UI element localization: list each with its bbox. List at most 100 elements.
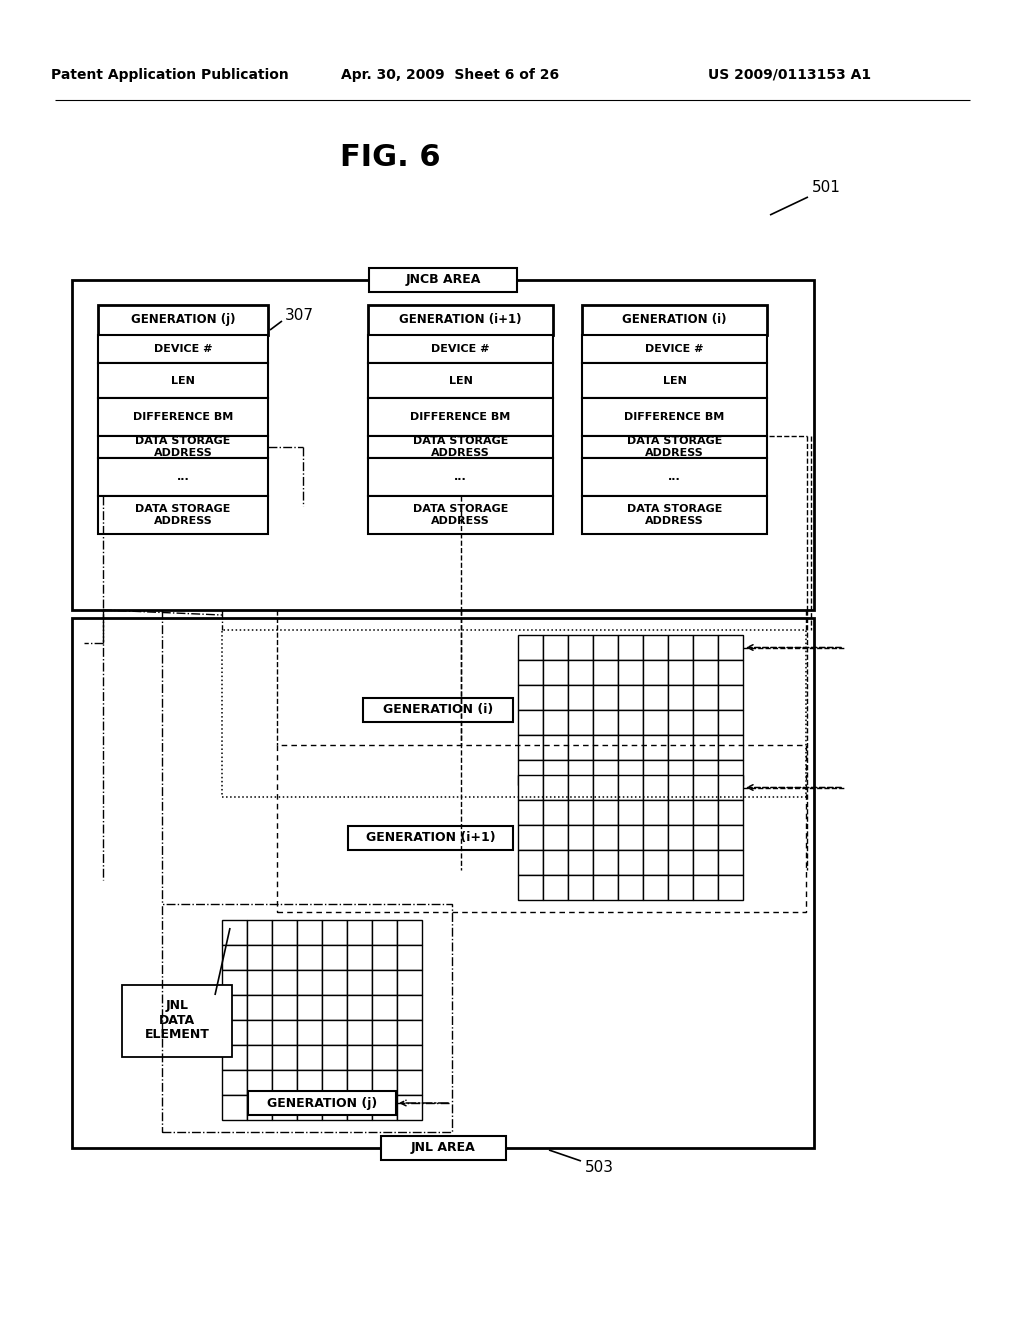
Bar	[643, 875, 668, 900]
Bar	[368, 363, 553, 399]
Bar	[618, 775, 643, 800]
Bar	[397, 1096, 422, 1119]
Text: ...: ...	[176, 473, 189, 482]
Bar	[397, 920, 422, 945]
Text: GENERATION (i+1): GENERATION (i+1)	[366, 832, 496, 843]
Bar	[582, 496, 767, 535]
Bar	[618, 660, 643, 685]
Bar	[543, 775, 568, 800]
Bar	[668, 660, 693, 685]
Bar	[347, 970, 372, 995]
Bar	[368, 436, 553, 458]
Bar	[718, 760, 743, 785]
Bar	[618, 875, 643, 900]
Bar	[643, 710, 668, 735]
Bar	[368, 335, 553, 363]
Text: DEVICE #: DEVICE #	[154, 345, 212, 354]
Text: Patent Application Publication: Patent Application Publication	[51, 69, 289, 82]
Bar	[593, 825, 618, 850]
Bar	[368, 399, 553, 436]
Bar	[368, 458, 553, 496]
Text: FIG. 6: FIG. 6	[340, 144, 440, 173]
Bar	[593, 710, 618, 735]
Bar	[643, 760, 668, 785]
Bar	[518, 710, 543, 735]
Bar	[397, 1045, 422, 1071]
Bar	[518, 875, 543, 900]
Bar	[372, 945, 397, 970]
Bar	[593, 875, 618, 900]
Bar	[643, 800, 668, 825]
Bar	[368, 496, 553, 535]
Bar	[693, 875, 718, 900]
Text: JNCB AREA: JNCB AREA	[406, 273, 480, 286]
Bar	[643, 685, 668, 710]
Text: 307: 307	[285, 309, 314, 323]
Text: DATA STORAGE
ADDRESS: DATA STORAGE ADDRESS	[135, 504, 230, 525]
Bar	[372, 1045, 397, 1071]
Bar	[372, 995, 397, 1020]
Bar	[568, 760, 593, 785]
Bar	[98, 436, 268, 458]
Bar	[668, 685, 693, 710]
Bar	[543, 735, 568, 760]
Bar	[272, 1020, 297, 1045]
Text: LEN: LEN	[171, 375, 195, 385]
Bar	[543, 825, 568, 850]
Bar	[568, 875, 593, 900]
Bar	[568, 735, 593, 760]
Bar	[568, 850, 593, 875]
Bar	[543, 685, 568, 710]
Bar	[668, 800, 693, 825]
Bar	[397, 995, 422, 1020]
Bar	[362, 698, 513, 722]
Bar	[593, 685, 618, 710]
Bar	[693, 685, 718, 710]
Bar	[543, 800, 568, 825]
Bar	[322, 970, 347, 995]
Bar	[643, 775, 668, 800]
Bar	[222, 1020, 247, 1045]
Bar	[518, 850, 543, 875]
Bar	[543, 710, 568, 735]
Bar	[518, 825, 543, 850]
Bar	[618, 685, 643, 710]
Bar	[518, 775, 543, 800]
Bar	[568, 800, 593, 825]
Bar	[643, 735, 668, 760]
Text: JNL AREA: JNL AREA	[411, 1142, 475, 1155]
Text: DIFFERENCE BM: DIFFERENCE BM	[133, 412, 233, 422]
Bar	[718, 710, 743, 735]
Bar	[618, 635, 643, 660]
Bar	[347, 1071, 372, 1096]
Bar	[322, 920, 347, 945]
Bar	[222, 630, 806, 797]
Bar	[718, 660, 743, 685]
Bar	[297, 945, 322, 970]
Bar	[718, 825, 743, 850]
Bar	[643, 635, 668, 660]
Text: DATA STORAGE
ADDRESS: DATA STORAGE ADDRESS	[413, 436, 508, 458]
Bar	[381, 1137, 506, 1160]
Bar	[162, 904, 452, 1133]
Text: DATA STORAGE
ADDRESS: DATA STORAGE ADDRESS	[627, 504, 722, 525]
Bar	[718, 875, 743, 900]
Text: LEN: LEN	[449, 375, 472, 385]
Bar	[618, 850, 643, 875]
Bar	[593, 800, 618, 825]
Bar	[668, 760, 693, 785]
Bar	[668, 635, 693, 660]
Bar	[247, 920, 272, 945]
Bar	[247, 1045, 272, 1071]
Bar	[322, 1045, 347, 1071]
Bar	[322, 1020, 347, 1045]
Bar	[543, 760, 568, 785]
Bar	[518, 635, 543, 660]
Bar	[693, 825, 718, 850]
Bar	[98, 496, 268, 535]
Bar	[247, 945, 272, 970]
Bar	[693, 635, 718, 660]
Bar	[297, 1045, 322, 1071]
Bar	[272, 995, 297, 1020]
Bar	[718, 775, 743, 800]
